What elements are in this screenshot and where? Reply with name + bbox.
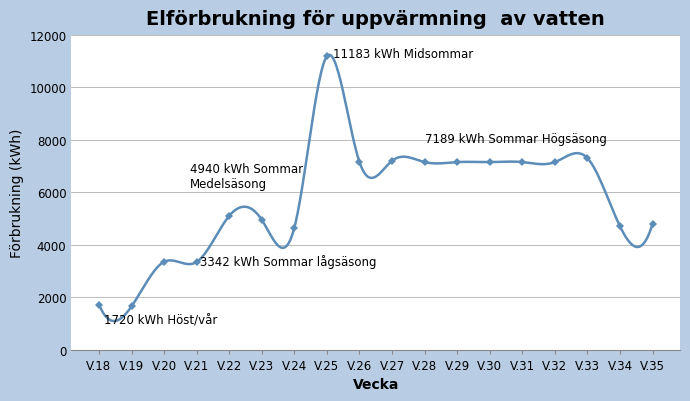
Title: Elförbrukning för uppvärmning  av vatten: Elförbrukning för uppvärmning av vatten xyxy=(146,10,605,28)
Y-axis label: Förbrukning (kWh): Förbrukning (kWh) xyxy=(10,128,23,257)
X-axis label: Vecka: Vecka xyxy=(353,377,399,391)
Text: 1720 kWh Höst/vår: 1720 kWh Höst/vår xyxy=(104,313,217,326)
Text: 3342 kWh Sommar lågsäsong: 3342 kWh Sommar lågsäsong xyxy=(200,255,377,269)
Text: 11183 kWh Midsommar: 11183 kWh Midsommar xyxy=(333,48,473,61)
Text: 7189 kWh Sommar Högsäsong: 7189 kWh Sommar Högsäsong xyxy=(424,133,607,146)
Text: 4940 kWh Sommar
Medelsäsong: 4940 kWh Sommar Medelsäsong xyxy=(190,162,304,190)
